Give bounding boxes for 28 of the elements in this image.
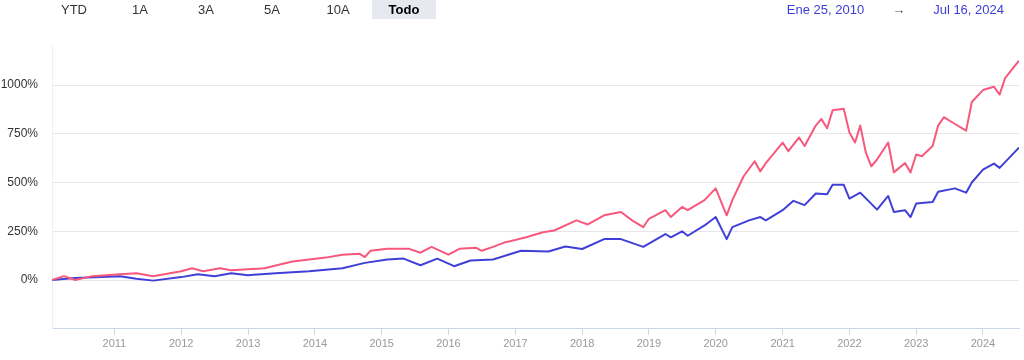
x-tick-label: 2011	[102, 337, 127, 350]
x-tick-label: 2018	[569, 337, 595, 350]
text: Jul 16, 2024	[932, 1, 1005, 19]
x-tick-label: 2014	[302, 337, 328, 350]
y-tick-label: 250%	[7, 223, 39, 238]
x-tick-label: 2012	[168, 337, 194, 350]
text: YTD	[60, 1, 88, 19]
text: 5A	[263, 1, 281, 19]
x-tick-label: 2023	[903, 337, 929, 350]
y-tick-label: 750%	[7, 126, 39, 141]
text: Ene 25, 2010	[785, 1, 866, 19]
x-tick-label: 2016	[436, 337, 461, 350]
text: Todo	[372, 0, 436, 19]
x-tick-label: 2021	[770, 337, 795, 350]
text: →	[891, 1, 907, 19]
x-tick-label: 2022	[837, 337, 862, 350]
x-tick-label: 2013	[235, 337, 261, 350]
text: 1A	[131, 1, 149, 19]
x-tick-label: 2017	[503, 337, 528, 350]
x-tick-label: 2024	[970, 337, 996, 350]
y-tick-label: 0%	[20, 272, 39, 287]
y-tick-label: 1000%	[0, 77, 39, 92]
text: 3A	[197, 1, 215, 19]
x-tick-label: 2015	[369, 337, 394, 350]
x-tick-label: 2019	[636, 337, 662, 350]
x-tick-label: 2020	[703, 337, 728, 350]
y-tick-label: 500%	[7, 174, 39, 189]
text: 10A	[325, 1, 351, 19]
